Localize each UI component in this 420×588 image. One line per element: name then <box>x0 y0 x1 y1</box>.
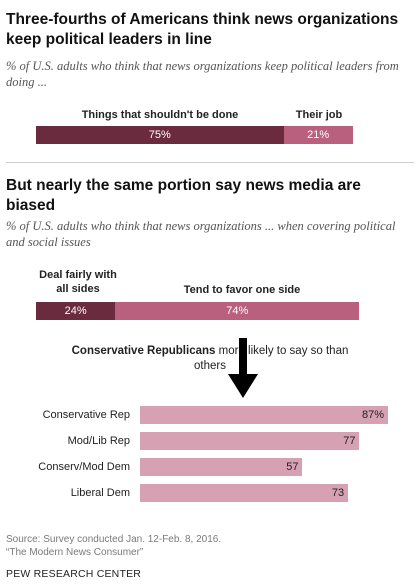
segment-deal-fairly: 24% <box>36 302 116 320</box>
bar-value-label: 57 <box>286 461 299 473</box>
bar-label: Conserv/Mod Dem <box>38 461 130 473</box>
group-bar-chart: Conservative Rep 87% Mod/Lib Rep 77 Conserv/… <box>0 406 420 516</box>
chart-subtitle-2: % of U.S. adults who think that news org… <box>6 219 396 249</box>
segment-shouldnt-be-done: 75% <box>36 126 284 144</box>
chart-subtitle-1: % of U.S. adults who think that news org… <box>6 59 399 89</box>
footer-credit: PEW RESEARCH CENTER <box>6 568 142 580</box>
bar <box>140 432 360 450</box>
segment-favor-one-side: 74% <box>115 302 360 320</box>
bar-label: Mod/Lib Rep <box>67 435 130 447</box>
bar-label: Liberal Dem <box>70 487 130 499</box>
divider <box>6 162 414 163</box>
source-line-2: “The Modern News Consumer” <box>6 547 144 558</box>
chart-title-2: But nearly the same portion say news med… <box>6 177 361 214</box>
bar-value-label: 87% <box>361 409 384 421</box>
legend-label-shouldnt-be-done: Things that shouldn't be done <box>81 109 239 121</box>
callout-rest: more likely to say so than others <box>194 345 349 372</box>
bar-label: Conservative Rep <box>42 409 130 421</box>
bar <box>140 484 349 502</box>
bar-value-label: 77 <box>343 435 356 447</box>
chart-title-1: Three-fourths of Americans think news or… <box>6 11 399 48</box>
bar <box>140 406 388 424</box>
legend-label-favor-one-side: Tend to favor one side <box>183 284 301 296</box>
bar <box>140 458 303 476</box>
stacked-bar-1: 75% 21% <box>36 126 366 144</box>
bar-value-label: 73 <box>331 487 345 499</box>
source-line-1: Source: Survey conducted Jan. 12-Feb. 8,… <box>6 534 222 545</box>
segment-their-job: 21% <box>283 126 353 144</box>
callout-bold: Conservative Republicans <box>71 345 216 357</box>
legend-label-their-job: Their job <box>295 109 343 121</box>
down-arrow-icon <box>228 338 258 398</box>
stacked-bar-2: 24% 74% <box>36 302 366 320</box>
legend-label-deal-fairly: Deal fairly with all sides <box>39 269 117 295</box>
callout-text: Conservative Republicans more likely to … <box>60 344 360 374</box>
